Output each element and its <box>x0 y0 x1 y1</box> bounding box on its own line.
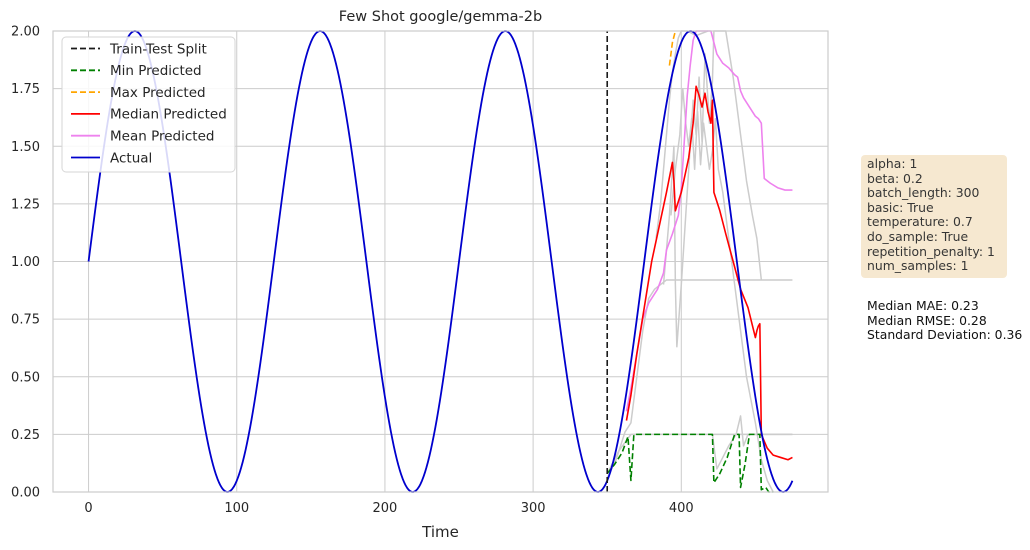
plot-frame <box>52 30 829 493</box>
legend-item: Median Predicted <box>71 107 227 123</box>
y-tick-label: 0.50 <box>11 370 40 385</box>
chart-title: Few Shot google/gemma-2b <box>339 9 542 25</box>
sample-prediction-line <box>662 30 763 348</box>
x-tick-label: 0 <box>84 501 92 516</box>
x-tick-label: 400 <box>669 501 694 516</box>
series-line-min-predicted <box>606 433 774 493</box>
plot-border <box>52 30 829 493</box>
legend-label: Median Predicted <box>110 107 227 123</box>
series-line-max-predicted <box>668 30 677 66</box>
metric-median-rmse: Median RMSE: 0.28 <box>867 312 987 328</box>
legend-label: Actual <box>110 150 152 166</box>
param-basic: basic: True <box>867 199 934 215</box>
tick-labels: 0 100 200 300 400 0.00 0.25 0.50 0.75 1.00 1.25 1.5… <box>11 25 694 517</box>
legend-label: Max Predicted <box>110 85 206 101</box>
param-batch-length: batch_length: 300 <box>867 185 980 201</box>
series-lines <box>87 30 794 493</box>
x-tick-label: 200 <box>373 501 398 516</box>
y-tick-label: 2.00 <box>11 25 40 40</box>
legend-frame <box>61 36 236 173</box>
sample-prediction-line <box>711 415 793 470</box>
metric-median-mae: Median MAE: 0.23 <box>867 298 979 313</box>
param-repetition-penalty: repetition_penalty: 1 <box>867 243 995 259</box>
metric-standard-deviation: Standard Deviation: 0.36 <box>867 327 1023 343</box>
y-tick-label: 0.75 <box>11 313 40 328</box>
sample-prediction-line <box>670 87 774 493</box>
legend-item: Max Predicted <box>71 85 206 101</box>
series-line-median-predicted <box>625 85 793 461</box>
legend: Train-Test Split Min Predicted Max Predict… <box>61 36 236 173</box>
parameters-box: alpha: 1 beta: 0.2 batch_length: 300 bas… <box>861 155 1007 278</box>
y-tick-label: 1.25 <box>11 197 40 212</box>
y-tick-label: 0.00 <box>11 486 40 501</box>
y-tick-label: 1.75 <box>11 82 40 97</box>
y-tick-label: 1.50 <box>11 140 40 155</box>
y-tick-label: 0.25 <box>11 428 40 443</box>
legend-label: Min Predicted <box>110 63 202 79</box>
param-do-sample: do_sample: True <box>867 228 969 244</box>
sample-prediction-line <box>606 279 793 479</box>
param-alpha: alpha: 1 <box>867 156 918 171</box>
param-temperature: temperature: 0.7 <box>867 214 973 230</box>
metrics-box: Median MAE: 0.23 Median RMSE: 0.28 Stand… <box>867 298 1023 343</box>
y-tick-label: 1.00 <box>11 255 40 270</box>
legend-label: Train-Test Split <box>109 41 207 57</box>
legend-label: Mean Predicted <box>110 129 214 145</box>
param-num-samples: num_samples: 1 <box>867 258 969 274</box>
legend-item: Mean Predicted <box>71 129 214 145</box>
x-tick-label: 300 <box>521 501 546 516</box>
series-line-mean-predicted <box>625 30 793 412</box>
series-line-actual <box>87 30 794 493</box>
legend-item: Min Predicted <box>71 63 202 79</box>
x-tick-label: 100 <box>224 501 249 516</box>
x-axis-title: Time <box>421 523 459 541</box>
param-beta: beta: 0.2 <box>867 170 923 186</box>
legend-item: Train-Test Split <box>71 41 207 57</box>
legend-item: Actual <box>71 150 152 166</box>
